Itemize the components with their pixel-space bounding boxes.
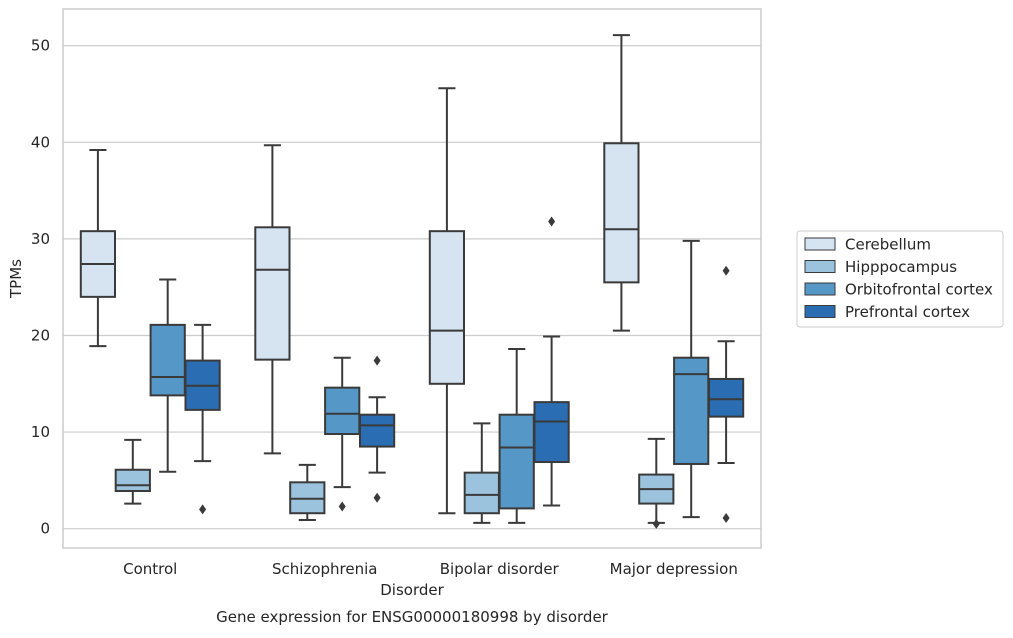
outlier-point (722, 513, 730, 524)
legend-label: Orbitofrontal cortex (845, 281, 993, 299)
outlier-point (373, 355, 381, 366)
box (707, 265, 745, 524)
legend-item: Prefrontal cortex (804, 303, 970, 321)
y-tick-label: 40 (31, 133, 50, 151)
box (603, 34, 640, 332)
box (673, 239, 710, 519)
series-orbitofrontal-cortex (149, 239, 710, 524)
chart-caption: Gene expression for ENSG00000180998 by d… (216, 608, 609, 626)
y-tick-labels: 0 10 20 30 40 50 (31, 37, 50, 538)
box-body (114, 468, 151, 493)
x-tick-labels: Control Schizophrenia Bipolar disorder Majo… (123, 560, 738, 578)
y-tick-label: 20 (31, 326, 50, 344)
y-tick-label: 10 (31, 423, 50, 441)
box-body (603, 142, 640, 284)
series-cerebellum (79, 34, 640, 515)
outlier-point (373, 492, 381, 503)
x-tick-label: Control (123, 560, 177, 578)
box (428, 87, 466, 515)
box-body (428, 230, 466, 385)
y-tick-label: 50 (31, 37, 50, 55)
box-body (324, 386, 361, 436)
outlier-point (548, 216, 556, 227)
y-tick-label: 0 (40, 520, 50, 538)
box (289, 463, 326, 521)
box (79, 149, 117, 348)
box-series (79, 34, 745, 529)
legend-swatch (804, 237, 836, 251)
box-body (358, 413, 396, 448)
y-axis-label: TPMs (7, 259, 25, 299)
legend-swatch (804, 260, 836, 273)
box-body (149, 323, 186, 397)
box (358, 355, 396, 503)
box-body (673, 356, 710, 465)
box-body (463, 471, 500, 515)
box (463, 422, 500, 524)
x-tick-label: Bipolar disorder (440, 560, 560, 578)
plot-frame (62, 8, 762, 549)
legend-item: Hipppocampus (804, 258, 957, 276)
legend-swatch (804, 282, 836, 296)
box (149, 278, 186, 473)
legend-label: Prefrontal cortex (845, 303, 970, 321)
legend: Cerebellum Hipppocampus Orbitofrontal cort… (796, 230, 1004, 328)
box (254, 144, 291, 455)
box-body (533, 401, 570, 464)
box (324, 356, 361, 512)
legend-frame (796, 230, 1004, 328)
outlier-point (652, 518, 660, 529)
legend-item: Orbitofrontal cortex (804, 281, 993, 299)
outlier-point (199, 504, 207, 515)
box (498, 348, 535, 524)
box (114, 438, 151, 505)
outlier-point (338, 501, 346, 512)
box-body (707, 377, 745, 418)
box-body (254, 226, 291, 361)
legend-label: Hipppocampus (845, 258, 957, 276)
series-prefrontal-cortex (184, 216, 745, 524)
x-tick-label: Major depression (610, 560, 738, 578)
box (184, 323, 221, 515)
box-body (498, 413, 535, 510)
box (533, 216, 570, 507)
box (638, 437, 675, 529)
legend-items: Cerebellum Hipppocampus Orbitofrontal cort… (804, 236, 993, 321)
y-tick-label: 30 (31, 230, 50, 248)
x-tick-label: Schizophrenia (272, 560, 377, 578)
legend-item: Cerebellum (804, 236, 931, 254)
outlier-point (722, 265, 730, 276)
x-axis-label: Disorder (380, 581, 444, 599)
legend-swatch (804, 305, 836, 318)
legend-label: Cerebellum (845, 236, 931, 254)
